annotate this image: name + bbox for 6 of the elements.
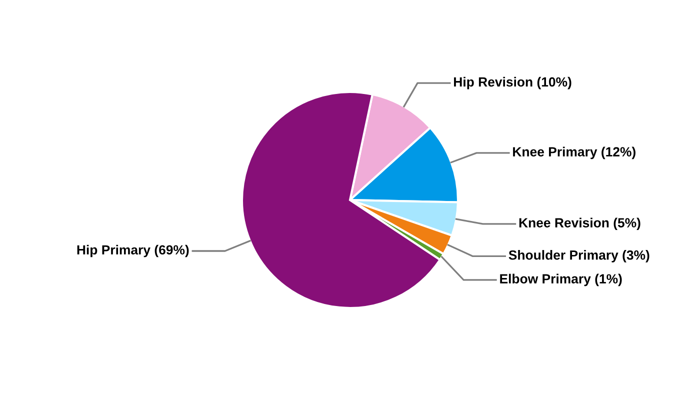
slice-label: Hip Primary (69%) [77,244,189,258]
slice-label: Hip Revision (10%) [454,76,572,90]
slice-label: Knee Revision (5%) [519,218,640,230]
slice-label: Elbow Primary (1%) [500,274,622,286]
slice-label: Shoulder Primary (3%) [508,250,650,262]
slice-label: Knee Primary (12%) [513,146,636,160]
